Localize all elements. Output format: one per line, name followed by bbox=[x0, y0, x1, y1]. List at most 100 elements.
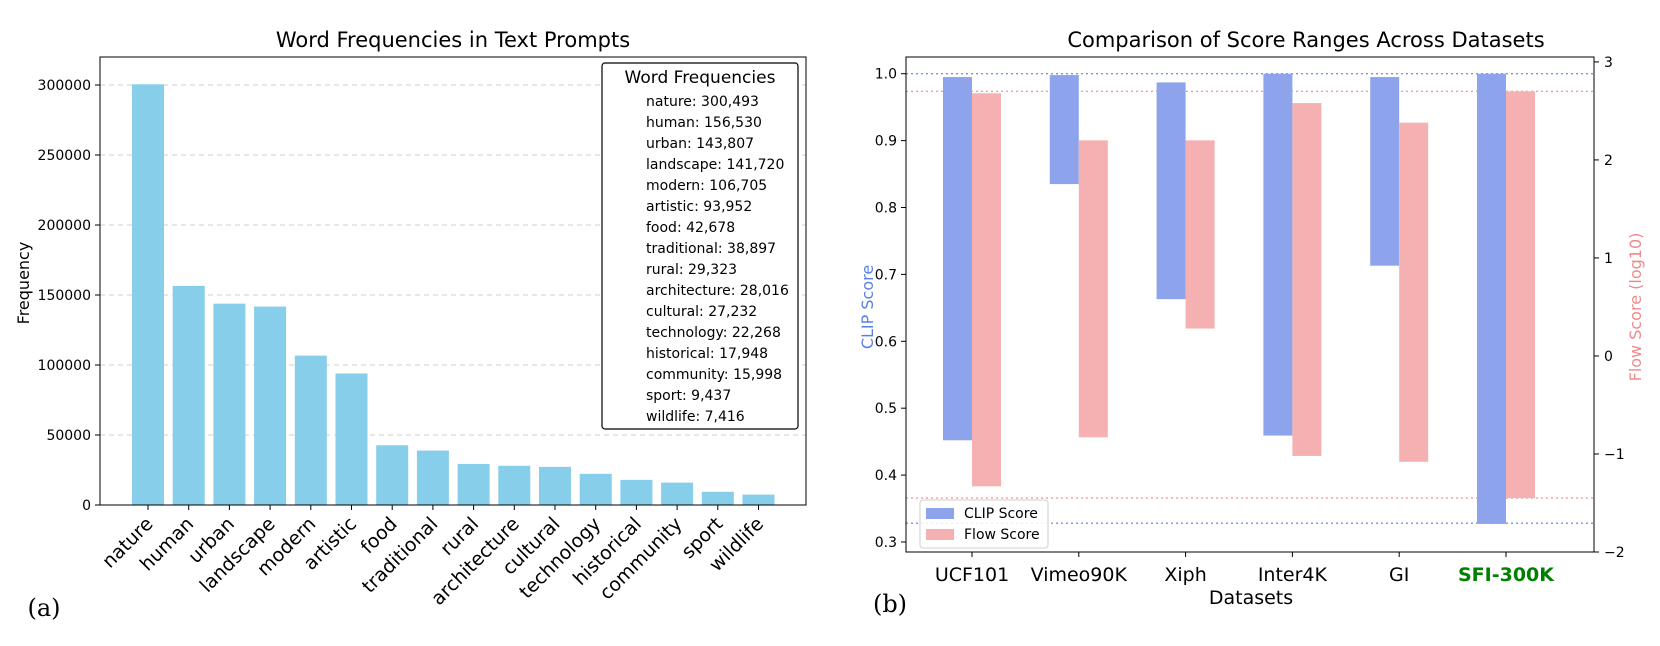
bar-rural bbox=[457, 463, 490, 505]
frequency-entry-historical: historical: 17,948 bbox=[646, 346, 768, 362]
clip-score-bar-inter4k bbox=[1263, 73, 1293, 436]
frequency-entry-landscape: landscape: 141,720 bbox=[646, 157, 784, 173]
panel-a-frequency-box-title: Word Frequencies bbox=[625, 68, 776, 88]
frequency-entry-cultural: cultural: 27,232 bbox=[646, 304, 757, 320]
legend-swatch-flow-score bbox=[926, 529, 954, 540]
panel-a-y-tick-label: 200000 bbox=[38, 218, 91, 234]
panel-b-left-y-ticks: 0.3 0.4 0.5 0.6 0.7 0.8 0.9 1.0 bbox=[875, 67, 906, 551]
panel-b-left-y-tick-label: 0.8 bbox=[875, 201, 897, 217]
panel-b-left-y-tick-label: 0.6 bbox=[875, 334, 897, 350]
x-tick-label-vimeo90k: Vimeo90K bbox=[1031, 564, 1128, 586]
flow-score-bar-gi bbox=[1399, 122, 1429, 462]
legend-label-flow-score: Flow Score bbox=[964, 527, 1040, 543]
bar-traditional bbox=[416, 450, 449, 505]
flow-score-bar-ucf101 bbox=[972, 93, 1001, 487]
panel-b-score-ranges: Comparison of Score Ranges Across Datase… bbox=[858, 28, 1645, 618]
frequency-entry-traditional: traditional: 38,897 bbox=[646, 241, 776, 257]
panel-b-right-y-tick-label: −2 bbox=[1604, 545, 1625, 561]
panel-b-x-axis-label: Datasets bbox=[1209, 587, 1293, 609]
panel-b-right-y-tick-label: −1 bbox=[1604, 447, 1625, 463]
panel-a-frequency-box: Word Frequencies nature: 300,493 human: 1… bbox=[601, 62, 799, 430]
panel-a-y-axis-label: Frequency bbox=[14, 242, 33, 325]
panel-b-left-y-tick-label: 0.5 bbox=[875, 401, 897, 417]
frequency-entry-nature: nature: 300,493 bbox=[646, 94, 759, 110]
legend-swatch-clip-score bbox=[926, 508, 954, 519]
frequency-entry-artistic: artistic: 93,952 bbox=[646, 199, 752, 215]
panel-a-y-tick-label: 250000 bbox=[38, 148, 91, 164]
panel-a-x-ticks: naturehumanurbanlandscapemodernartisticf… bbox=[98, 505, 768, 610]
bar-nature bbox=[132, 84, 164, 505]
panel-b-legend: CLIP Score Flow Score bbox=[919, 499, 1049, 549]
x-tick-label-gi: GI bbox=[1389, 564, 1409, 586]
panel-b-right-y-tick-label: 2 bbox=[1604, 153, 1613, 169]
panel-a-y-tick-label: 0 bbox=[82, 498, 91, 514]
panel-b-right-y-tick-label: 3 bbox=[1604, 55, 1613, 71]
panel-a-frequency-box-frame bbox=[601, 62, 799, 430]
flow-score-bar-sfi-300k bbox=[1506, 91, 1535, 499]
legend-label-clip-score: CLIP Score bbox=[964, 506, 1038, 522]
panel-b-axes-frame bbox=[905, 56, 1595, 553]
panel-a-axes-frame bbox=[99, 56, 807, 506]
bar-artistic bbox=[335, 373, 368, 505]
x-tick-label-inter4k: Inter4K bbox=[1258, 564, 1328, 586]
frequency-entry-food: food: 42,678 bbox=[646, 220, 735, 236]
x-tick-label-xiph: Xiph bbox=[1164, 564, 1206, 586]
panel-b-left-y-tick-label: 0.3 bbox=[875, 535, 897, 551]
bar-landscape bbox=[254, 306, 287, 505]
flow-score-bar-vimeo90k bbox=[1078, 140, 1108, 438]
panel-b-label: (b) bbox=[873, 590, 907, 618]
panel-a-title: Word Frequencies in Text Prompts bbox=[276, 28, 630, 52]
clip-score-bar-xiph bbox=[1156, 82, 1186, 300]
bar-sport bbox=[701, 491, 734, 505]
panel-b-right-y-axis-label: Flow Score (log10) bbox=[1626, 233, 1645, 382]
bar-human bbox=[172, 285, 205, 505]
flow-score-bar-xiph bbox=[1185, 140, 1215, 329]
x-tick-label-ucf101: UCF101 bbox=[935, 564, 1009, 586]
panel-b-left-y-tick-label: 0.9 bbox=[875, 134, 897, 150]
bar-cultural bbox=[539, 466, 571, 505]
bar-urban bbox=[213, 303, 246, 505]
panel-a-label: (a) bbox=[27, 594, 60, 622]
frequency-entry-sport: sport: 9,437 bbox=[646, 388, 731, 404]
bar-technology bbox=[579, 473, 612, 505]
panel-b-right-y-ticks: −2 −1 0 1 2 3 bbox=[1594, 55, 1625, 561]
frequency-entry-human: human: 156,530 bbox=[646, 115, 762, 131]
frequency-entry-technology: technology: 22,268 bbox=[646, 325, 781, 341]
panel-a-y-tick-label: 100000 bbox=[38, 358, 91, 374]
frequency-entry-wildlife: wildlife: 7,416 bbox=[646, 409, 745, 425]
clip-score-bar-gi bbox=[1370, 77, 1400, 266]
panel-b-title: Comparison of Score Ranges Across Datase… bbox=[1067, 28, 1544, 52]
panel-b-right-y-tick-label: 1 bbox=[1604, 251, 1613, 267]
panel-b-left-y-tick-label: 0.4 bbox=[875, 468, 897, 484]
bar-architecture bbox=[498, 465, 531, 505]
clip-score-bar-ucf101 bbox=[943, 77, 972, 441]
panel-b-bars bbox=[943, 73, 1535, 524]
bar-food bbox=[376, 445, 409, 505]
panel-a-bars bbox=[132, 84, 775, 505]
frequency-entry-rural: rural: 29,323 bbox=[646, 262, 737, 278]
bar-modern bbox=[294, 355, 327, 505]
bar-wildlife bbox=[742, 494, 775, 505]
panel-b-left-y-tick-label: 1.0 bbox=[875, 67, 897, 83]
frequency-entry-modern: modern: 106,705 bbox=[646, 178, 767, 194]
bar-community bbox=[661, 482, 694, 505]
frequency-entry-urban: urban: 143,807 bbox=[646, 136, 754, 152]
panel-b-right-y-tick-label: 0 bbox=[1604, 349, 1613, 365]
panel-a-y-tick-label: 50000 bbox=[46, 428, 91, 444]
panel-a-y-tick-label: 300000 bbox=[38, 78, 91, 94]
panel-a-word-frequencies: Word Frequencies in Text Prompts 0 50000 1… bbox=[14, 28, 807, 622]
panel-a-y-tick-label: 150000 bbox=[38, 288, 91, 304]
clip-score-bar-sfi-300k bbox=[1477, 73, 1506, 524]
panel-b-left-y-axis-label: CLIP Score bbox=[858, 265, 877, 349]
clip-score-bar-vimeo90k bbox=[1049, 75, 1079, 185]
panel-b-x-ticks: UCF101 Vimeo90K Xiph Inter4K GI SFI-300K bbox=[935, 552, 1555, 586]
frequency-entry-architecture: architecture: 28,016 bbox=[646, 283, 789, 299]
panel-b-left-y-tick-label: 0.7 bbox=[875, 267, 897, 283]
flow-score-bar-inter4k bbox=[1292, 103, 1322, 456]
x-tick-label-sfi-300k: SFI-300K bbox=[1458, 564, 1555, 586]
bar-historical bbox=[620, 479, 653, 505]
panel-a-y-ticks: 0 50000 100000 150000 200000 250000 300000 bbox=[38, 78, 100, 514]
panel-a-frequency-box-entries: nature: 300,493 human: 156,530 urban: 143,… bbox=[646, 94, 789, 425]
frequency-entry-community: community: 15,998 bbox=[646, 367, 782, 383]
